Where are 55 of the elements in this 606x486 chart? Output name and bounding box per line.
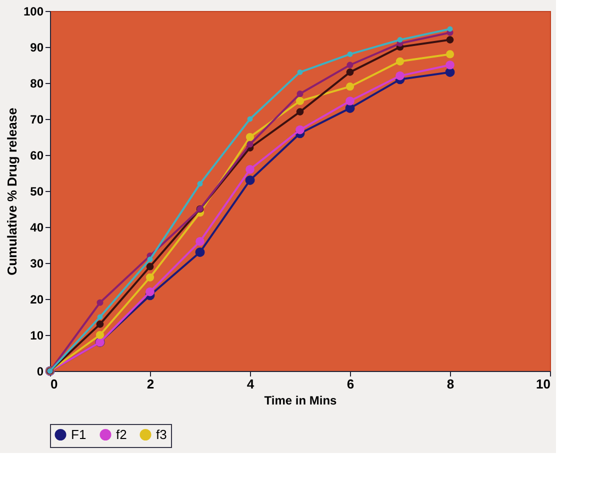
point bbox=[346, 62, 354, 68]
point bbox=[146, 287, 154, 296]
x-tick-label: 0 bbox=[50, 376, 58, 392]
point bbox=[346, 68, 354, 76]
point bbox=[347, 51, 353, 57]
y-tick-label: 80 bbox=[30, 76, 44, 90]
y-tick-label: 90 bbox=[30, 40, 44, 54]
y-tick-label: 50 bbox=[30, 184, 44, 198]
point bbox=[96, 320, 104, 328]
point bbox=[246, 132, 254, 142]
y-tick-label: 30 bbox=[30, 256, 44, 270]
point bbox=[247, 116, 253, 122]
point bbox=[397, 37, 403, 43]
x-tick-label: 8 bbox=[446, 376, 454, 392]
y-tick-label: 60 bbox=[30, 148, 44, 162]
y-tick-label: 0 bbox=[36, 364, 44, 378]
point bbox=[97, 314, 103, 320]
point bbox=[446, 50, 454, 58]
x-tick-label: 10 bbox=[536, 376, 550, 392]
point bbox=[446, 36, 454, 44]
point bbox=[447, 26, 453, 32]
legend-label: F1 bbox=[71, 426, 86, 442]
point bbox=[195, 247, 205, 257]
point bbox=[96, 299, 104, 306]
y-tick-label: 100 bbox=[23, 4, 44, 18]
point bbox=[96, 330, 104, 340]
point bbox=[296, 90, 304, 98]
legend-label: f3 bbox=[156, 426, 167, 442]
y-tick-label: 40 bbox=[30, 220, 44, 234]
y-tick-label: 70 bbox=[30, 112, 44, 126]
x-tick-label: 2 bbox=[146, 376, 154, 392]
point bbox=[396, 57, 404, 66]
y-axis-title: Cumulative % Drug release bbox=[4, 108, 20, 276]
point bbox=[297, 69, 303, 75]
y-tick-label: 20 bbox=[30, 292, 44, 306]
point bbox=[246, 140, 254, 148]
point bbox=[197, 181, 203, 187]
x-axis-title: Time in Mins bbox=[264, 394, 338, 408]
point bbox=[246, 164, 254, 174]
point bbox=[396, 71, 404, 80]
point bbox=[346, 82, 354, 91]
x-tick-label: 4 bbox=[246, 376, 255, 392]
point bbox=[446, 60, 454, 70]
point bbox=[296, 96, 304, 106]
point bbox=[245, 175, 255, 185]
point bbox=[147, 256, 153, 262]
point bbox=[346, 96, 354, 106]
y-tick-label: 10 bbox=[30, 328, 44, 342]
point bbox=[196, 236, 204, 246]
point bbox=[146, 262, 154, 270]
point bbox=[296, 108, 304, 116]
x-tick-label: 6 bbox=[346, 376, 354, 392]
legend-label: f2 bbox=[116, 426, 127, 442]
point bbox=[296, 125, 304, 134]
point bbox=[146, 273, 154, 282]
